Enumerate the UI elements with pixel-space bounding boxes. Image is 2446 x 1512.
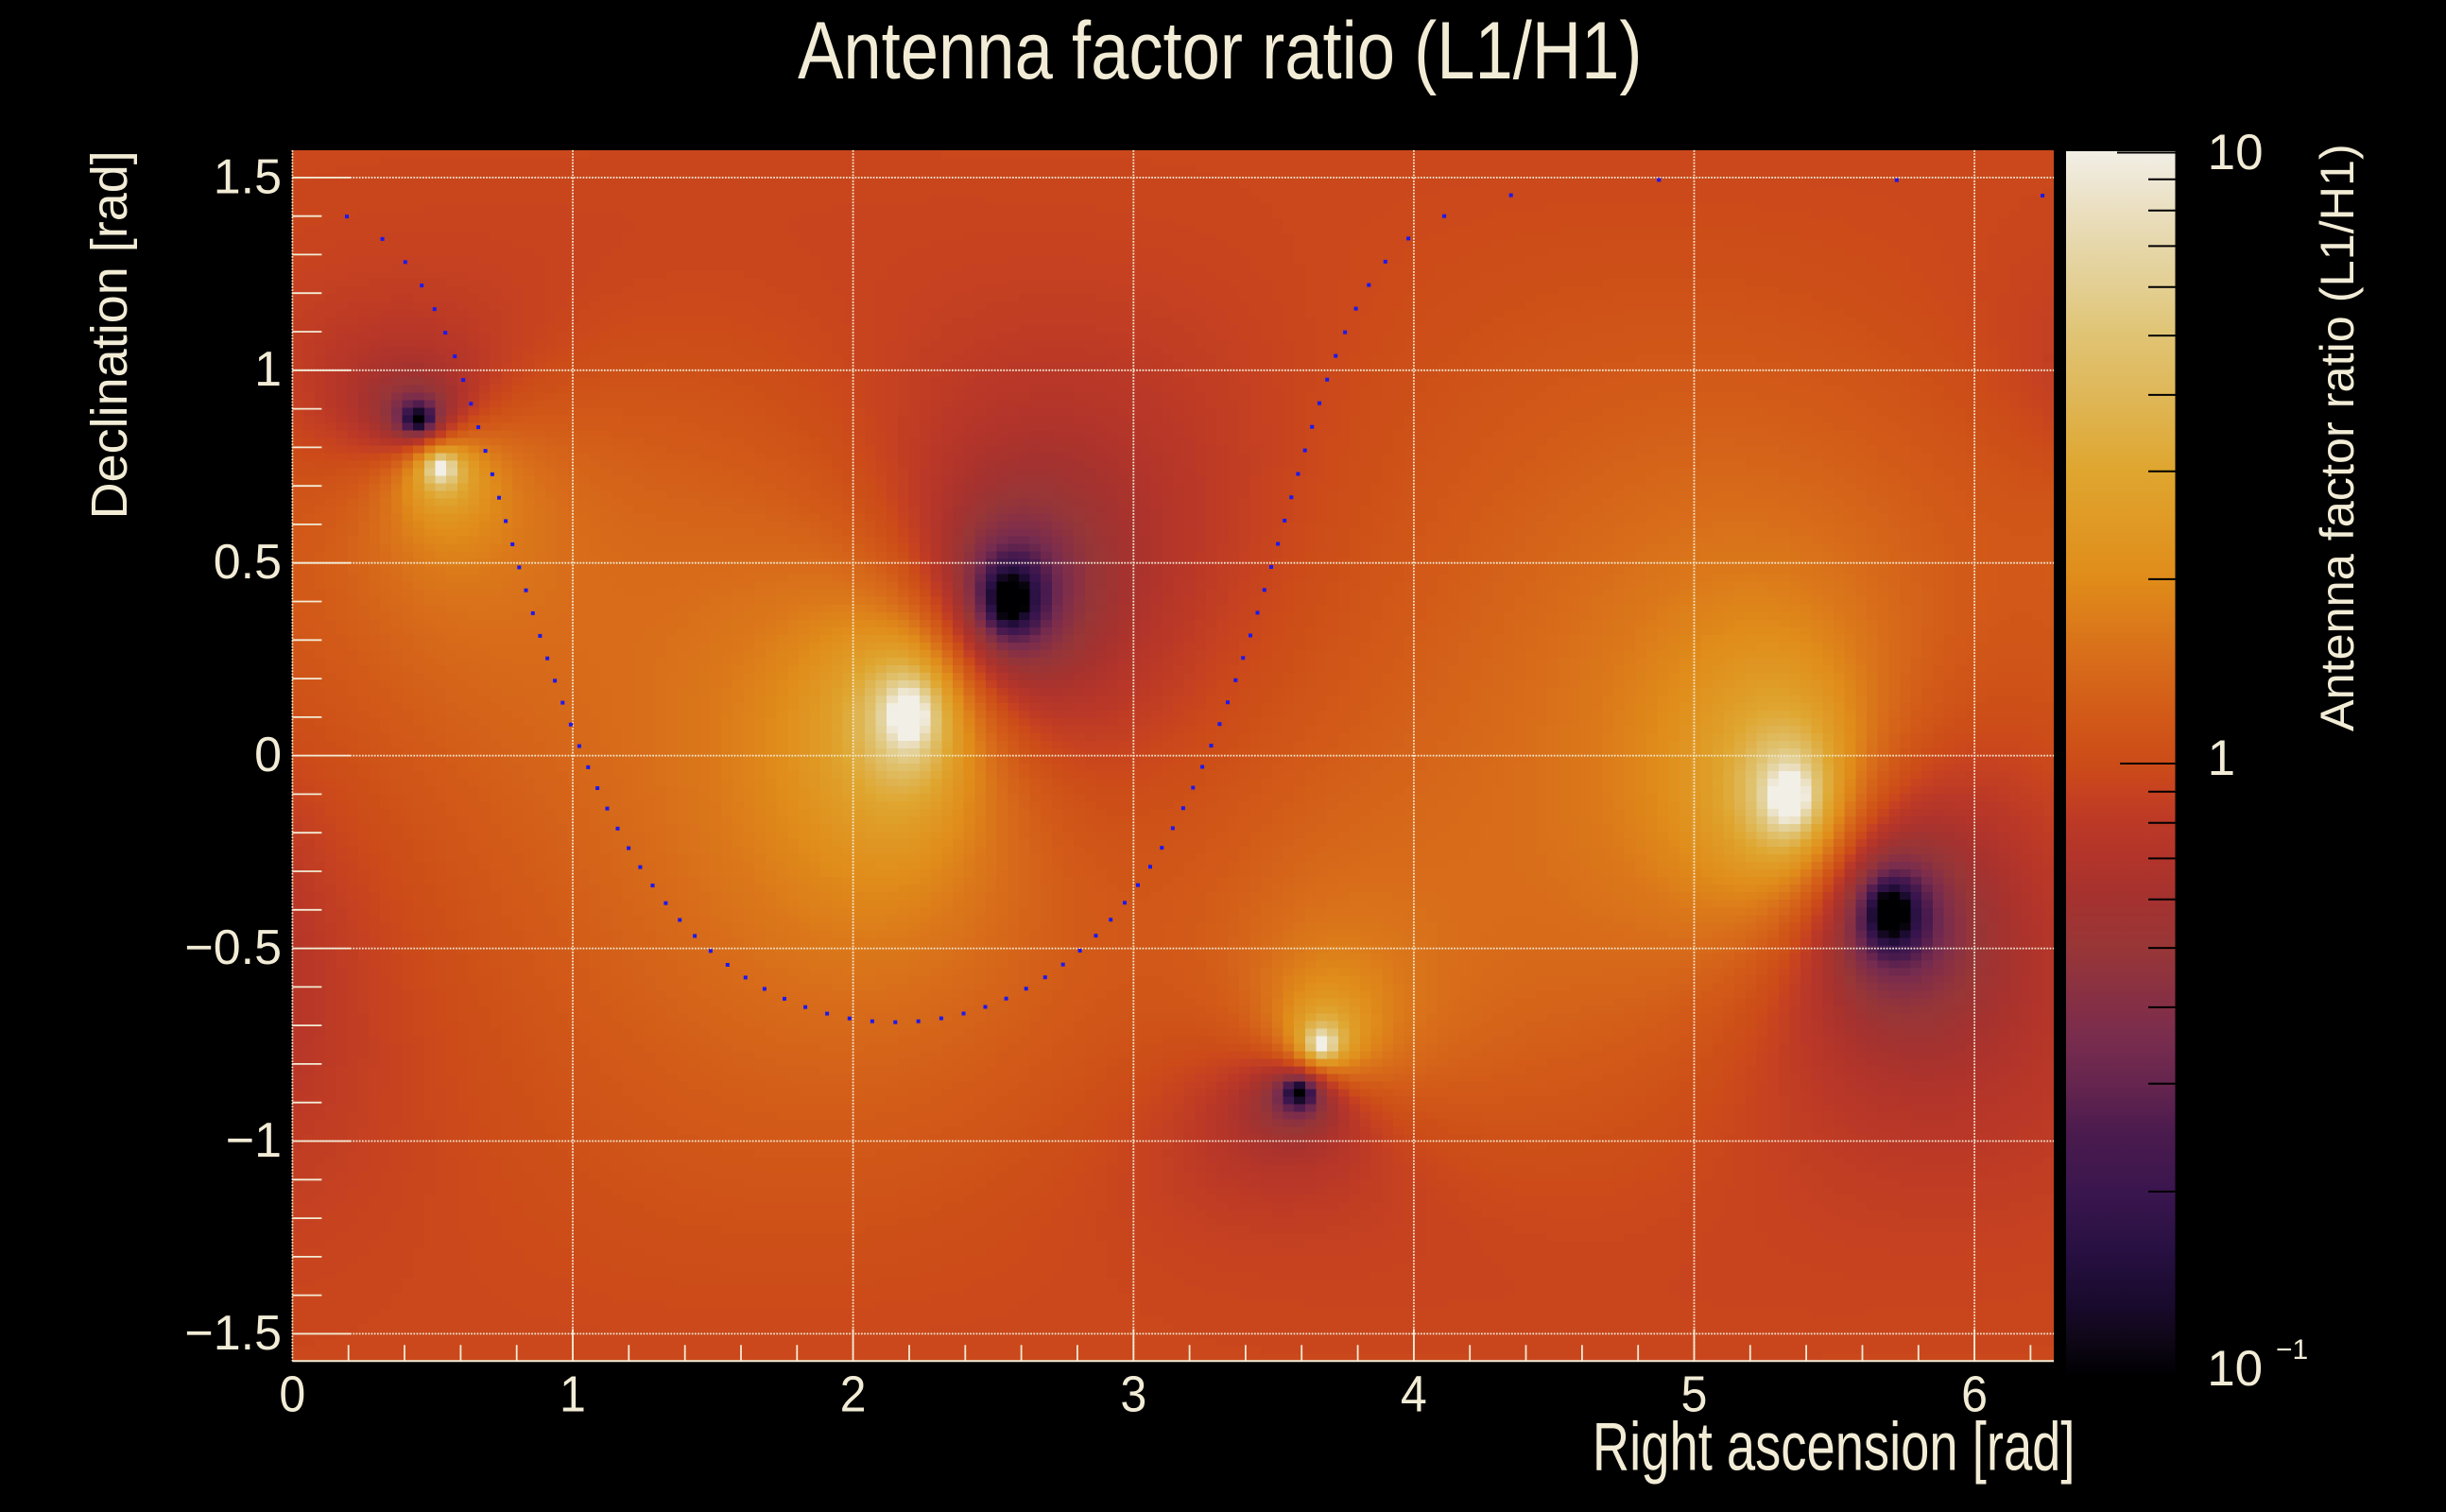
svg-text:Antenna factor ratio (L1/H1): Antenna factor ratio (L1/H1) bbox=[798, 5, 1642, 95]
svg-text:10: 10 bbox=[2207, 1341, 2263, 1397]
svg-text:1: 1 bbox=[2208, 730, 2235, 786]
svg-text:−1: −1 bbox=[226, 1113, 282, 1168]
svg-text:−1.5: −1.5 bbox=[184, 1306, 282, 1361]
svg-text:5: 5 bbox=[1681, 1366, 1708, 1423]
svg-text:1: 1 bbox=[254, 342, 282, 397]
svg-text:4: 4 bbox=[1401, 1366, 1427, 1423]
svg-text:0.5: 0.5 bbox=[214, 535, 282, 590]
svg-text:−1: −1 bbox=[2276, 1334, 2308, 1366]
svg-text:Declination [rad]: Declination [rad] bbox=[81, 150, 138, 519]
svg-text:1.5: 1.5 bbox=[214, 149, 282, 204]
svg-text:1: 1 bbox=[560, 1366, 586, 1423]
svg-text:10: 10 bbox=[2208, 125, 2264, 180]
svg-text:−0.5: −0.5 bbox=[184, 920, 282, 975]
svg-text:0: 0 bbox=[279, 1366, 305, 1423]
svg-text:Antenna factor ratio (L1/H1): Antenna factor ratio (L1/H1) bbox=[2310, 144, 2364, 731]
svg-text:2: 2 bbox=[840, 1366, 867, 1423]
svg-text:6: 6 bbox=[1961, 1366, 1988, 1423]
svg-text:0: 0 bbox=[254, 728, 282, 782]
svg-text:Right ascension [rad]: Right ascension [rad] bbox=[1593, 1408, 2076, 1485]
svg-text:3: 3 bbox=[1120, 1366, 1146, 1423]
